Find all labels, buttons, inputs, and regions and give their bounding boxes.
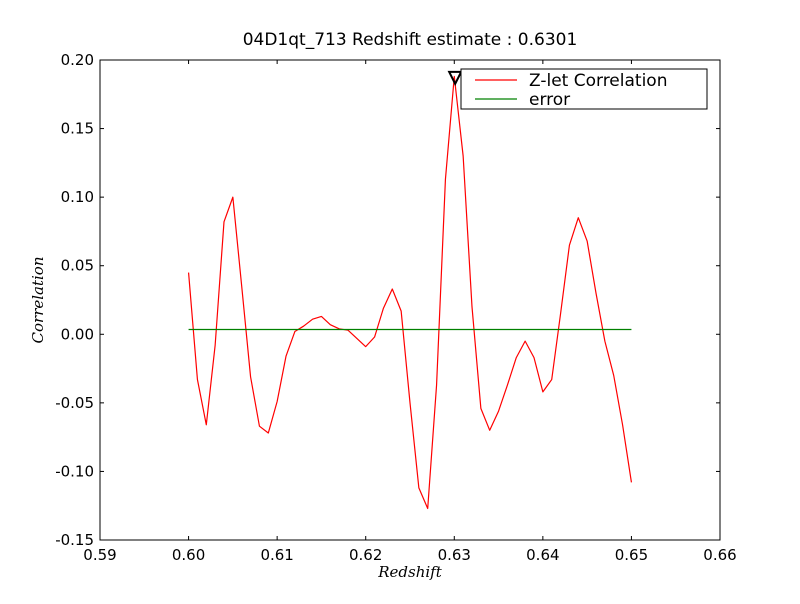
data-point-z-let-correlation [560, 313, 562, 315]
y-axis-label: Correlation [29, 257, 47, 344]
legend: Z-let Correlation error [460, 68, 708, 110]
data-point-z-let-correlation [312, 318, 314, 320]
data-point-z-let-correlation [631, 482, 633, 484]
data-point-z-let-correlation [383, 307, 385, 309]
peak-triangle-marker [447, 70, 463, 87]
legend-label-correlation: Z-let Correlation [529, 71, 667, 91]
y-tick-label: 0.05 [61, 257, 94, 275]
data-point-z-let-correlation [445, 179, 447, 181]
data-point-z-let-correlation [418, 487, 420, 489]
data-point-z-let-correlation [436, 384, 438, 386]
data-point-z-let-correlation [329, 324, 331, 326]
data-point-z-let-correlation [489, 429, 491, 431]
data-point-z-let-correlation [604, 340, 606, 342]
chart-title: 04D1qt_713 Redshift estimate : 0.6301 [243, 30, 578, 50]
data-point-z-let-correlation [205, 424, 207, 426]
data-point-z-let-correlation [453, 76, 455, 78]
x-tick-label: 0.65 [615, 546, 648, 564]
data-point-z-let-correlation [622, 424, 624, 426]
data-point-z-let-correlation [577, 217, 579, 219]
data-point-z-let-correlation [462, 155, 464, 157]
data-point-z-let-correlation [250, 376, 252, 378]
data-point-z-let-correlation [321, 316, 323, 318]
y-tick-label: 0.00 [61, 325, 94, 343]
data-point-z-let-correlation [188, 272, 190, 274]
legend-label-error: error [529, 90, 570, 110]
x-tick-label: 0.61 [260, 546, 293, 564]
y-tick-label: -0.15 [55, 531, 94, 549]
data-point-z-let-correlation [259, 425, 261, 427]
x-axis-ticks: 0.59 0.60 0.61 0.62 0.63 0.64 0.65 0.66 [83, 60, 737, 564]
data-point-z-let-correlation [241, 285, 243, 287]
data-point-z-let-correlation [533, 357, 535, 359]
data-point-z-let-correlation [276, 401, 278, 403]
data-point-z-let-correlation [197, 379, 199, 381]
y-axis-ticks: -0.15 -0.10 -0.05 0.00 0.05 0.10 0.15 0.20 [55, 51, 720, 549]
x-tick-label: 0.59 [83, 546, 116, 564]
x-axis-label: Redshift [377, 563, 442, 581]
data-point-z-let-correlation [400, 310, 402, 312]
series-line-z-let-correlation [187, 75, 633, 510]
x-tick-label: 0.60 [172, 546, 205, 564]
data-point-z-let-correlation [214, 344, 216, 346]
data-point-z-let-correlation [480, 408, 482, 410]
y-tick-label: -0.10 [55, 462, 94, 480]
data-point-z-let-correlation [232, 196, 234, 198]
series-layer [187, 75, 633, 510]
data-point-z-let-correlation [391, 288, 393, 290]
data-point-error [188, 329, 190, 331]
marker-layer [447, 70, 463, 87]
data-point-z-let-correlation [471, 306, 473, 308]
y-tick-label: 0.20 [61, 51, 94, 69]
data-point-z-let-correlation [409, 402, 411, 404]
y-tick-label: -0.05 [55, 394, 94, 412]
data-point-z-let-correlation [613, 375, 615, 377]
data-point-z-let-correlation [374, 336, 376, 338]
data-point-z-let-correlation [356, 338, 358, 340]
data-point-z-let-correlation [365, 346, 367, 348]
x-tick-label: 0.62 [349, 546, 382, 564]
data-point-z-let-correlation [303, 325, 305, 327]
data-point-z-let-correlation [586, 240, 588, 242]
data-point-z-let-correlation [285, 355, 287, 357]
data-point-z-let-correlation [524, 340, 526, 342]
legend-box [460, 68, 708, 110]
plot-frame [99, 59, 721, 541]
data-point-z-let-correlation [542, 391, 544, 393]
data-point-z-let-correlation [569, 244, 571, 246]
data-point-z-let-correlation [595, 292, 597, 294]
x-tick-label: 0.64 [526, 546, 559, 564]
y-tick-label: 0.15 [61, 120, 94, 138]
data-point-z-let-correlation [267, 432, 269, 434]
data-point-z-let-correlation [223, 221, 225, 223]
data-point-z-let-correlation [507, 384, 509, 386]
y-tick-label: 0.10 [61, 188, 94, 206]
data-point-z-let-correlation [294, 331, 296, 333]
data-point-error [631, 329, 633, 331]
data-point-z-let-correlation [515, 357, 517, 359]
data-point-z-let-correlation [551, 379, 553, 381]
x-tick-label: 0.63 [438, 546, 471, 564]
x-tick-label: 0.66 [703, 546, 736, 564]
data-point-z-let-correlation [498, 410, 500, 412]
data-point-z-let-correlation [427, 508, 429, 510]
